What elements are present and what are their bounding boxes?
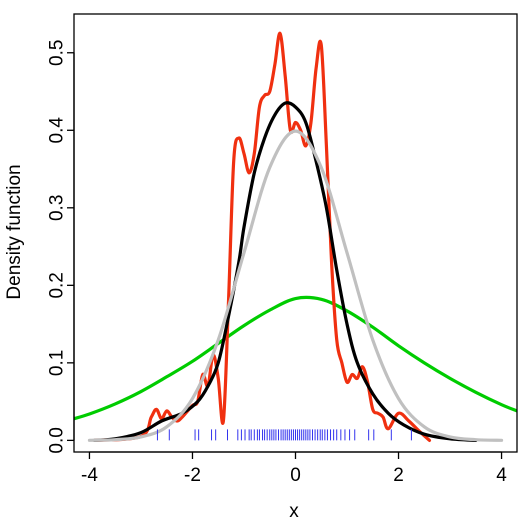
y-tick-label: 0.4 bbox=[47, 117, 68, 144]
y-tick-label: 0.2 bbox=[47, 272, 68, 298]
y-tick-label: 0.1 bbox=[47, 350, 68, 376]
x-tick-label: 2 bbox=[393, 465, 404, 486]
x-tick-label: -4 bbox=[81, 465, 98, 486]
density-curves bbox=[74, 31, 517, 442]
density-line-4 bbox=[87, 129, 504, 442]
y-tick-label: 0.0 bbox=[47, 427, 68, 453]
y-axis-label: Density function bbox=[4, 164, 25, 299]
y-tick-label: 0.5 bbox=[47, 40, 68, 66]
y-tick-label: 0.3 bbox=[47, 195, 68, 221]
rug-marks bbox=[156, 429, 412, 441]
density-line-3 bbox=[93, 101, 478, 442]
x-tick-label: -2 bbox=[184, 465, 201, 486]
density-line-1 bbox=[74, 295, 517, 421]
y-axis: 0.0 0.1 0.2 0.3 0.4 0.5 bbox=[47, 40, 75, 454]
x-axis: -4 -2 0 2 4 bbox=[81, 451, 507, 486]
x-axis-label: x bbox=[289, 501, 299, 522]
density-line-2 bbox=[93, 31, 432, 442]
x-tick-label: 4 bbox=[496, 465, 507, 486]
x-tick-label: 0 bbox=[290, 465, 301, 486]
plot-frame bbox=[73, 13, 518, 453]
